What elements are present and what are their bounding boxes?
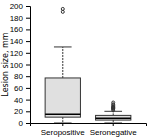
median <box>45 113 80 115</box>
box <box>45 78 80 117</box>
x-axis: Seropositive Seronegative <box>31 123 147 137</box>
y-tick-label: 60 <box>14 84 23 93</box>
y-axis-line <box>26 7 31 124</box>
y-tick-mark <box>26 41 30 42</box>
y-tick-label: 140 <box>10 37 24 46</box>
y-tick-mark <box>26 6 30 7</box>
plot: 020406080100120140160180200SeropositiveS… <box>10 2 147 137</box>
y-tick: 20 <box>14 107 30 116</box>
flier <box>61 7 64 10</box>
y-tick-label: 20 <box>14 107 23 116</box>
y-tick: 160 <box>10 25 30 34</box>
chart: 020406080100120140160180200SeropositiveS… <box>0 0 150 139</box>
x-tick-label: Seropositive <box>41 128 86 137</box>
x-tick: Seronegative <box>90 123 138 137</box>
y-tick: 60 <box>14 84 30 93</box>
y-tick-mark <box>26 29 30 30</box>
boxes <box>45 7 131 123</box>
y-tick-label: 120 <box>10 49 24 58</box>
y-tick-label: 0 <box>19 119 24 128</box>
x-tick-mark <box>113 123 114 126</box>
y-tick-mark <box>26 100 30 101</box>
y-tick: 80 <box>14 72 30 81</box>
y-tick: 0 <box>19 119 30 128</box>
y-tick-mark <box>26 65 30 66</box>
median <box>96 118 131 120</box>
box-group <box>96 101 131 123</box>
y-tick-label: 160 <box>10 25 24 34</box>
y-tick-mark <box>26 76 30 77</box>
y-tick: 140 <box>10 37 30 46</box>
box-group <box>45 7 80 123</box>
y-tick-label: 80 <box>14 72 23 81</box>
x-axis-line <box>31 124 147 127</box>
y-tick: 120 <box>10 49 30 58</box>
whisker-high <box>62 47 63 78</box>
x-tick-label: Seronegative <box>90 128 138 137</box>
cap-low <box>54 123 72 124</box>
y-tick-label: 200 <box>10 2 24 11</box>
box <box>96 115 131 120</box>
flier <box>112 101 115 104</box>
cap-low <box>104 123 122 124</box>
y-tick-mark <box>26 123 30 124</box>
y-tick-mark <box>26 88 30 89</box>
y-tick-mark <box>26 53 30 54</box>
y-tick-label: 100 <box>10 61 24 70</box>
y-tick: 40 <box>14 96 30 105</box>
y-label: Lesion size, mm <box>1 32 10 97</box>
cap-high <box>54 46 72 47</box>
y-tick: 200 <box>10 2 30 11</box>
y-tick: 100 <box>10 61 30 70</box>
y-axis: 0 20 40 60 80 100 120 140 160 180 200 <box>10 2 31 128</box>
y-tick-mark <box>26 111 30 112</box>
y-tick-label: 40 <box>14 96 23 105</box>
x-tick-mark <box>62 123 63 126</box>
x-tick: Seropositive <box>41 123 86 137</box>
y-tick-label: 180 <box>10 14 24 23</box>
whisker-low <box>62 117 63 123</box>
y-tick: 180 <box>10 14 30 23</box>
y-tick-mark <box>26 18 30 19</box>
